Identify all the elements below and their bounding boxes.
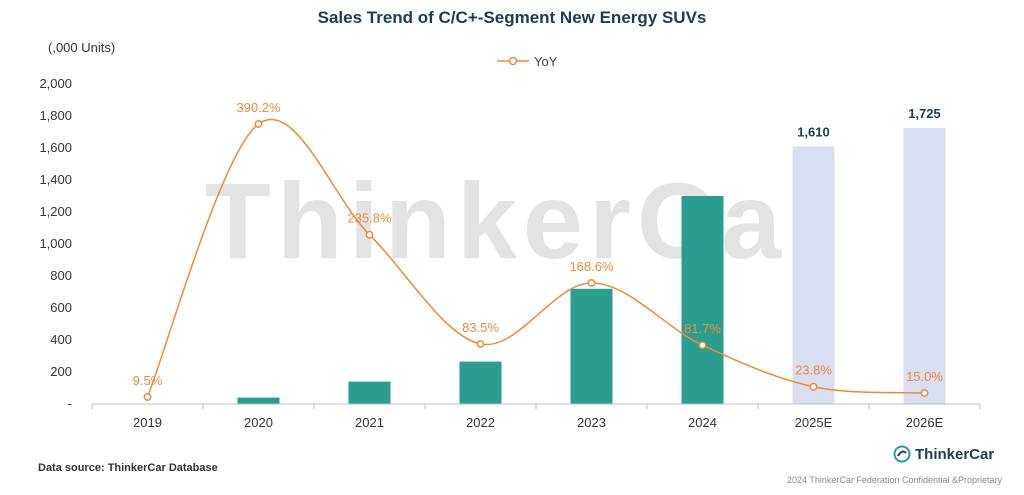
x-tick-label: 2021 — [355, 415, 384, 430]
logo-icon — [893, 445, 911, 463]
y-tick-label: 1,800 — [39, 108, 72, 123]
bar-2021 — [348, 381, 391, 404]
bar-2025E — [792, 146, 835, 404]
yoy-point-2023 — [587, 278, 596, 287]
y-tick-label: 400 — [50, 332, 72, 347]
bar-data-label-2026E: 1,725 — [908, 106, 941, 121]
bar-2023 — [570, 288, 613, 404]
yoy-point-2019 — [143, 393, 152, 401]
x-tick-label: 2023 — [577, 415, 606, 430]
y-tick-label: - — [68, 396, 72, 411]
bar-2022 — [459, 361, 502, 404]
yoy-data-label-2019: 9.5% — [133, 373, 163, 388]
x-tick-label: 2025E — [795, 415, 833, 430]
y-tick-label: 2,000 — [39, 76, 72, 91]
logo-text: ThinkerCar — [915, 445, 995, 463]
copyright-note: 2024 ThinkerCar Federation Confidential … — [787, 475, 1002, 485]
bar-data-label-2025E: 1,610 — [797, 124, 830, 139]
watermark: ThinkerCar — [205, 160, 835, 281]
bar-2026E — [903, 128, 946, 404]
x-tick-label: 2024 — [688, 415, 717, 430]
x-tick-label: 2020 — [244, 415, 273, 430]
yoy-data-label-2024: 81.7% — [684, 321, 721, 336]
bar-2024 — [681, 196, 724, 404]
chart-title: Sales Trend of C/C+-Segment New Energy S… — [317, 8, 707, 27]
x-tick-label: 2019 — [133, 415, 162, 430]
legend-label: YoY — [534, 54, 558, 69]
yoy-data-label-2020: 390.2% — [236, 100, 281, 115]
yoy-point-2025E — [809, 382, 818, 391]
y-tick-label: 1,600 — [39, 140, 72, 155]
yoy-data-label-2026E: 15.0% — [906, 369, 943, 384]
data-source-note: Data source: ThinkerCar Database — [38, 462, 218, 474]
bar-2020 — [237, 397, 280, 404]
yoy-point-2020 — [254, 120, 263, 128]
yoy-point-2024 — [698, 341, 707, 350]
x-tick-label: 2022 — [466, 415, 495, 430]
yoy-line — [146, 118, 925, 398]
brand-logo: ThinkerCar — [893, 445, 994, 463]
yoy-point-2021 — [365, 230, 374, 239]
yoy-point-2026E — [920, 389, 929, 398]
yoy-data-label-2025E: 23.8% — [795, 363, 832, 378]
y-tick-label: 1,400 — [39, 172, 72, 187]
y-tick-label: 1,000 — [39, 236, 72, 251]
y-tick-label: 200 — [50, 364, 72, 379]
y-tick-label: 600 — [50, 300, 72, 315]
yoy-point-2022 — [476, 339, 485, 348]
yoy-data-label-2021: 235.8% — [347, 211, 392, 226]
y-tick-label: 800 — [50, 268, 72, 283]
yoy-data-label-2023: 168.6% — [569, 259, 614, 274]
yoy-data-label-2022: 83.5% — [462, 320, 499, 335]
y-axis-unit-label: (,000 Units) — [48, 40, 116, 55]
x-tick-label: 2026E — [906, 415, 944, 430]
y-tick-label: 1,200 — [39, 204, 72, 219]
legend: YoY — [497, 54, 558, 69]
